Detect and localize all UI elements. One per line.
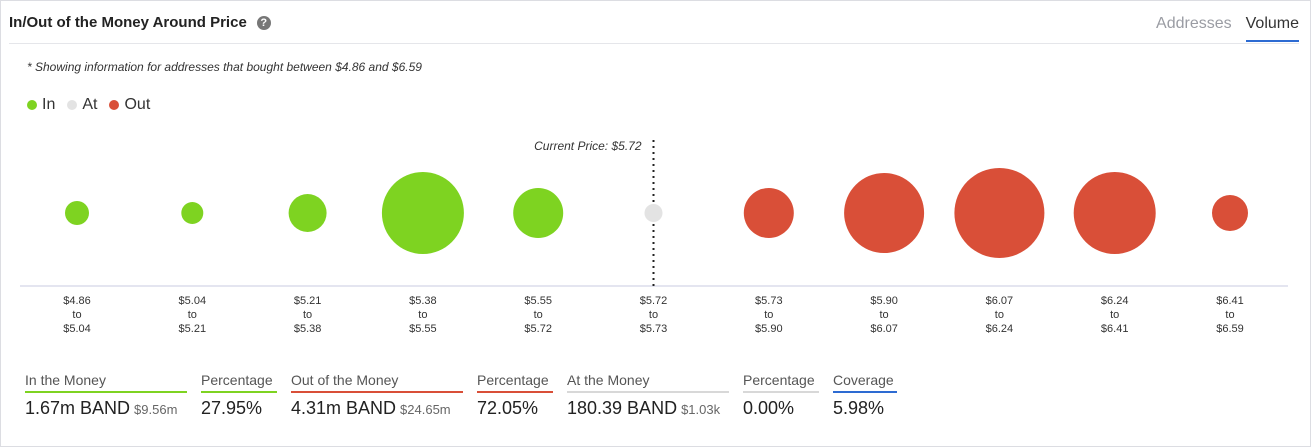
stat-sub-value: $9.56m xyxy=(134,402,178,417)
legend-dot-at xyxy=(67,100,78,110)
tick-label: to xyxy=(880,309,889,321)
tick-label: to xyxy=(995,309,1004,321)
chart-legend: In At Out xyxy=(27,96,150,114)
page-title: In/Out of the Money Around Price xyxy=(9,14,247,31)
legend-item-out[interactable]: Out xyxy=(109,96,150,114)
tick-label: $5.72 xyxy=(524,323,552,335)
stat-value: 180.39 BAND $1.03k xyxy=(567,398,721,418)
stat-label: Percentage xyxy=(477,372,553,393)
tick-label: $5.38 xyxy=(409,295,437,307)
tick-label: $5.72 xyxy=(640,295,668,307)
bubble-in[interactable] xyxy=(381,172,464,254)
stat-1: Percentage 27.95% xyxy=(201,372,277,419)
stat-3: Percentage 72.05% xyxy=(477,372,553,419)
stat-label: In the Money xyxy=(25,372,187,393)
stat-sub-value: $1.03k xyxy=(681,402,721,417)
stat-value: 0.00% xyxy=(743,398,795,418)
tick-label: to xyxy=(72,309,81,321)
tick-label: $6.41 xyxy=(1101,323,1129,335)
tick-label: $6.24 xyxy=(1101,295,1129,307)
legend-label-at: At xyxy=(82,96,98,113)
stat-label: Percentage xyxy=(743,372,819,393)
tick-label: $5.38 xyxy=(294,323,322,335)
stat-value: 1.67m BAND $9.56m xyxy=(25,398,178,418)
stat-2: Out of the Money 4.31m BAND $24.65m xyxy=(291,372,463,419)
bubble-in[interactable] xyxy=(181,202,204,224)
tab-addresses[interactable]: Addresses xyxy=(1156,15,1232,32)
stat-label: At the Money xyxy=(567,372,729,393)
tick-label: $6.24 xyxy=(986,323,1014,335)
tick-label: to xyxy=(649,309,658,321)
tick-label: $6.41 xyxy=(1216,295,1244,307)
tick-label: $5.04 xyxy=(63,323,91,335)
bubble-out[interactable] xyxy=(844,173,925,253)
stat-0: In the Money 1.67m BAND $9.56m xyxy=(25,372,187,419)
tick-label: $4.86 xyxy=(63,295,91,307)
question-circle-icon[interactable]: ? xyxy=(256,15,271,30)
tick-label: to xyxy=(303,309,312,321)
tab-volume[interactable]: Volume xyxy=(1245,13,1299,42)
legend-item-at[interactable]: At xyxy=(67,96,97,114)
bubble-in[interactable] xyxy=(513,188,564,238)
bubble-in[interactable] xyxy=(288,194,327,232)
bubble-out[interactable] xyxy=(743,188,794,238)
tick-label: to xyxy=(188,309,197,321)
stat-5: Percentage 0.00% xyxy=(743,372,819,419)
legend-dot-out xyxy=(109,100,120,110)
stat-value: 72.05% xyxy=(477,398,539,418)
stat-value: 4.31m BAND $24.65m xyxy=(291,398,451,418)
stat-sub-value: $24.65m xyxy=(400,402,451,417)
tab-bar: Addresses Volume xyxy=(1142,13,1299,42)
tick-label: $5.55 xyxy=(524,295,552,307)
tick-label: to xyxy=(418,309,427,321)
current-price-label: Current Price: $5.72 xyxy=(534,139,642,153)
tick-label: $6.59 xyxy=(1216,323,1244,335)
tick-label: $5.73 xyxy=(640,323,668,335)
legend-item-in[interactable]: In xyxy=(27,96,55,114)
tick-label: $6.07 xyxy=(870,323,898,335)
stat-label: Coverage xyxy=(833,372,897,393)
tick-label: $5.21 xyxy=(179,323,207,335)
bubble-chart: Current Price: $5.72 $4.86 to $5.04 $5.04 to $… xyxy=(20,139,1288,335)
bubble-out[interactable] xyxy=(1073,172,1156,254)
legend-dot-in xyxy=(27,100,37,110)
stat-value: 27.95% xyxy=(201,398,263,418)
bubble-out[interactable] xyxy=(1212,195,1248,231)
legend-label-out: Out xyxy=(124,96,151,113)
tick-label: $5.55 xyxy=(409,323,437,335)
bubble-out[interactable] xyxy=(954,168,1045,258)
tick-label: to xyxy=(534,309,543,321)
tick-label: $5.04 xyxy=(179,295,207,307)
stat-4: At the Money 180.39 BAND $1.03k xyxy=(567,372,729,419)
tick-label: $5.90 xyxy=(755,323,783,335)
stat-label: Percentage xyxy=(201,372,277,393)
stat-6: Coverage 5.98% xyxy=(833,372,897,419)
bubble-at[interactable] xyxy=(644,204,663,222)
stat-value: 5.98% xyxy=(833,398,885,418)
bubble-in[interactable] xyxy=(65,201,89,225)
legend-label-in: In xyxy=(42,96,56,113)
tick-label: $5.21 xyxy=(294,295,322,307)
widget-header: In/Out of the Money Around Price ? xyxy=(9,14,271,31)
tick-label: $5.73 xyxy=(755,295,783,307)
tick-label: to xyxy=(1110,309,1119,321)
tick-label: $5.90 xyxy=(870,295,898,307)
stats-row: In the Money 1.67m BAND $9.56m Percentage 27… xyxy=(25,372,911,419)
filter-note: * Showing information for addresses that… xyxy=(27,60,422,74)
header-divider xyxy=(9,43,1299,44)
stat-label: Out of the Money xyxy=(291,372,463,393)
tick-label: to xyxy=(1225,309,1234,321)
tick-label: $6.07 xyxy=(986,295,1014,307)
tick-label: to xyxy=(764,309,773,321)
